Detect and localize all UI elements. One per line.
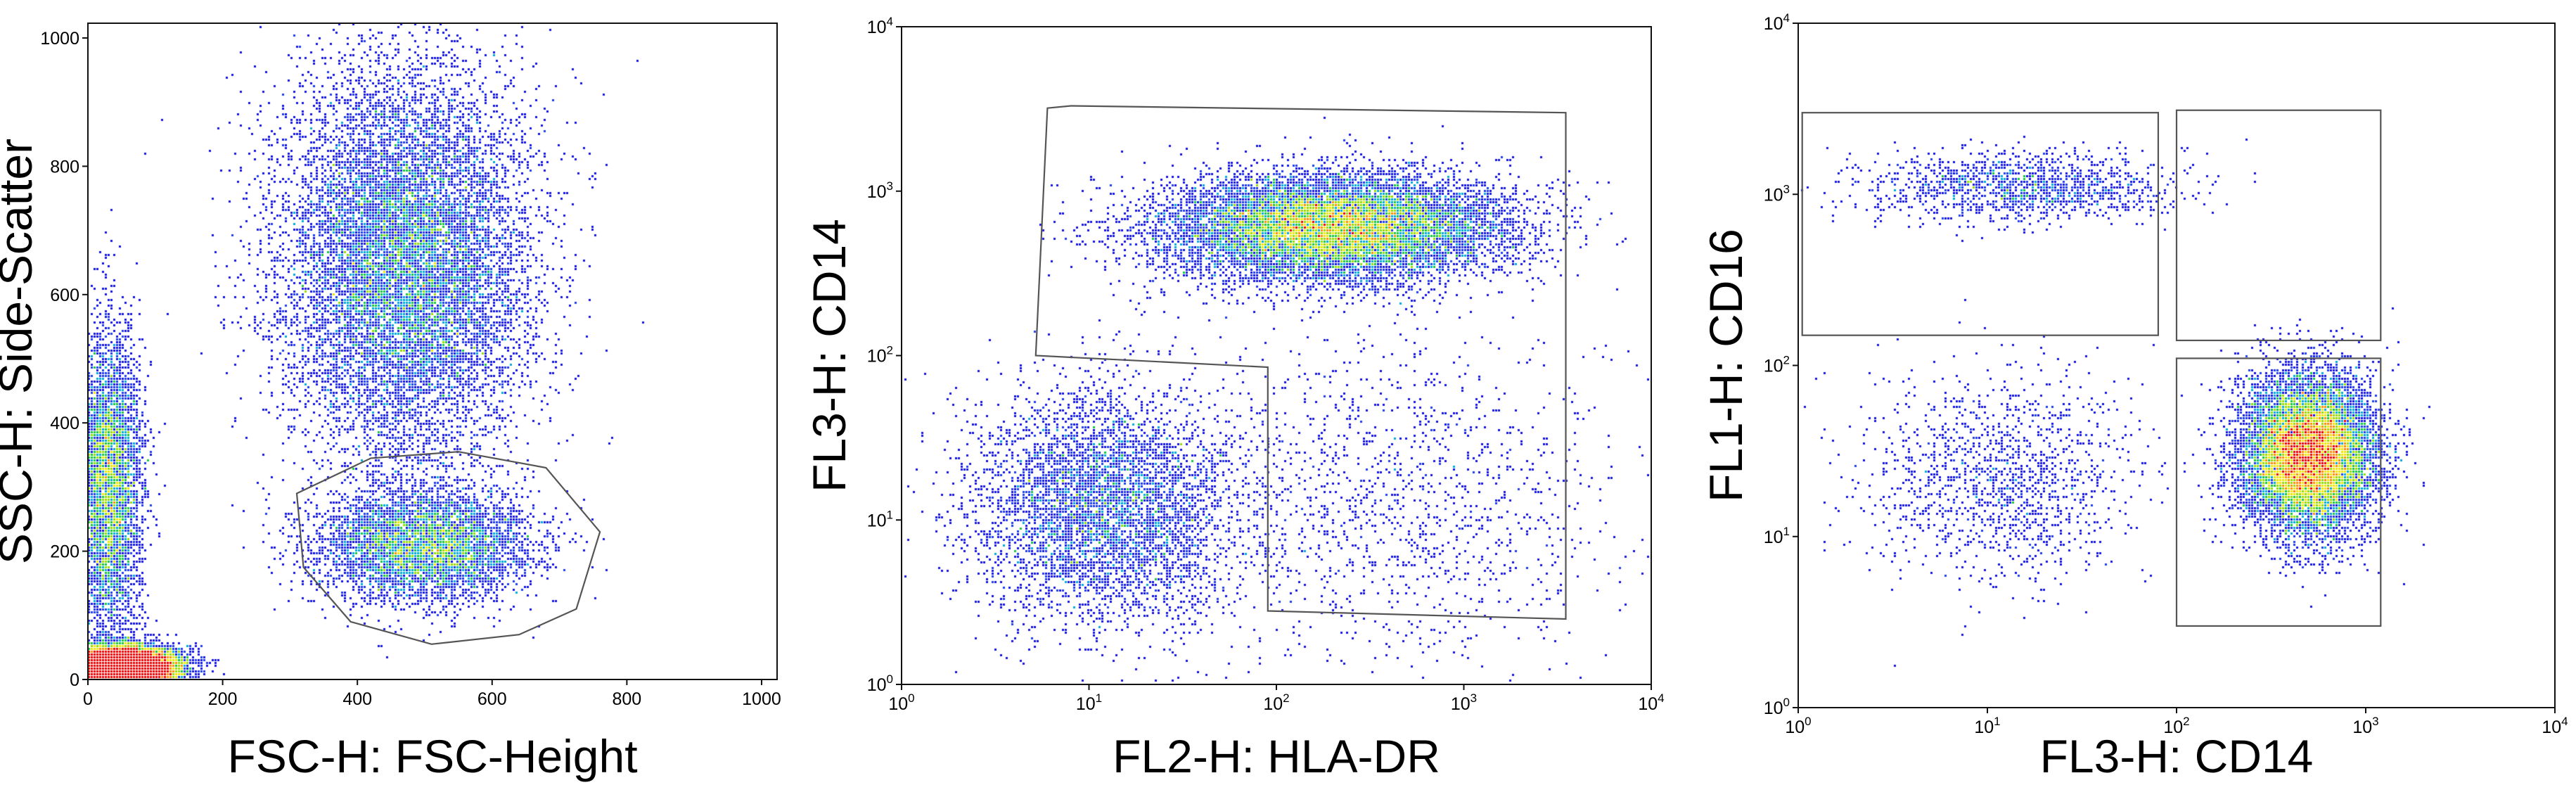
tick-label: 101 [1076, 691, 1102, 714]
tick-label: 1000 [742, 689, 781, 709]
tick-label: 101 [867, 508, 893, 530]
plot-fsc-ssc-y-label: SSC-H: Side-Scatter [0, 139, 41, 564]
tick-label: 101 [1764, 525, 1790, 547]
plot-cd14-cd16-y-ticks: 100 101 102 103 104 [1764, 11, 1798, 718]
quadrant-gate [2175, 357, 2382, 627]
plot-hladr-cd14-gate [1034, 105, 1567, 620]
tick-label: 103 [1764, 182, 1790, 205]
plot-hladr-cd14-x-ticks: 100 101 102 103 104 [888, 684, 1665, 714]
plot-fsc-ssc-events [88, 23, 777, 679]
tick-label: 102 [1764, 354, 1790, 376]
plot-cd14-cd16-x-ticks: 100 101 102 103 104 [1785, 708, 2568, 737]
plot-hladr-cd14-y-ticks: 100 101 102 103 104 [867, 15, 902, 695]
plot-cd14-cd16-gates [1801, 109, 2382, 627]
plot-fsc-ssc: 0 200 400 600 800 1000 0 200 400 600 800 1000 FSC-… [0, 23, 781, 782]
tick-label: 102 [1263, 691, 1289, 714]
tick-label: 101 [1974, 715, 2000, 737]
plot-fsc-ssc-x-ticks: 0 200 400 600 800 1000 [83, 679, 781, 709]
tick-label: 100 [867, 672, 893, 695]
tick-label: 200 [50, 542, 79, 562]
tick-label: 600 [478, 689, 507, 709]
tick-label: 102 [867, 344, 893, 366]
tick-label: 1000 [40, 29, 79, 49]
tick-label: 400 [50, 414, 79, 433]
tick-label: 104 [2542, 715, 2568, 737]
plot-fsc-ssc-frame [87, 23, 778, 680]
plot-hladr-cd14-y-label: FL3-H: CD14 [803, 219, 855, 492]
tick-label: 102 [2163, 715, 2189, 737]
tick-label: 100 [888, 691, 914, 714]
tick-label: 800 [613, 689, 642, 709]
plot-cd14-cd16-x-label: FL3-H: CD14 [2040, 730, 2314, 782]
plot-cd14-cd16-y-label: FL1-H: CD16 [1700, 229, 1752, 502]
tick-label: 800 [50, 157, 79, 177]
tick-label: 600 [50, 286, 79, 305]
tick-label: 103 [867, 179, 893, 202]
tick-label: 200 [208, 689, 238, 709]
tick-label: 103 [1451, 691, 1477, 714]
tick-label: 100 [1764, 696, 1790, 718]
tick-label: 103 [2352, 715, 2378, 737]
plot-fsc-ssc-gate [295, 451, 601, 645]
tick-label: 100 [1785, 715, 1811, 737]
plot-cd14-cd16: 100 101 102 103 104 100 101 102 103 104 FL3-H: C… [1700, 11, 2568, 782]
tick-label: 0 [70, 670, 79, 690]
tick-label: 104 [867, 15, 893, 37]
tick-label: 400 [342, 689, 372, 709]
plot-hladr-cd14-x-label: FL2-H: HLA-DR [1113, 730, 1440, 782]
plot-fsc-ssc-y-ticks: 0 200 400 600 800 1000 [40, 29, 88, 690]
plot-hladr-cd14: 100 101 102 103 104 100 101 102 103 104 FL2-H: H… [803, 15, 1665, 782]
plot-fsc-ssc-x-label: FSC-H: FSC-Height [227, 730, 637, 782]
quadrant-gate [2175, 109, 2382, 342]
plot-hladr-cd14-events [902, 27, 1651, 684]
tick-label: 104 [1764, 11, 1790, 34]
tick-label: 104 [1638, 691, 1664, 714]
tick-label: 0 [83, 689, 93, 709]
quadrant-gate [1801, 112, 2160, 336]
